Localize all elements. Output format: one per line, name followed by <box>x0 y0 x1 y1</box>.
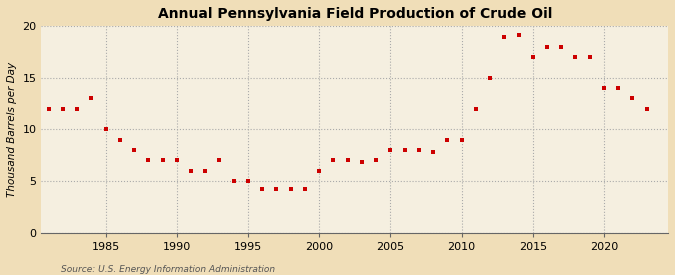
Point <box>470 107 481 111</box>
Point <box>513 32 524 37</box>
Point <box>186 169 196 173</box>
Point <box>100 127 111 132</box>
Point <box>485 76 495 80</box>
Y-axis label: Thousand Barrels per Day: Thousand Barrels per Day <box>7 62 17 197</box>
Point <box>256 187 267 191</box>
Point <box>328 158 339 163</box>
Point <box>442 138 453 142</box>
Point <box>499 34 510 39</box>
Point <box>641 107 652 111</box>
Point <box>129 148 140 152</box>
Point <box>157 158 168 163</box>
Point <box>286 187 296 191</box>
Point <box>242 179 253 183</box>
Point <box>541 45 552 49</box>
Point <box>271 187 282 191</box>
Point <box>385 148 396 152</box>
Point <box>613 86 624 90</box>
Point <box>342 158 353 163</box>
Point <box>570 55 581 59</box>
Point <box>43 107 54 111</box>
Point <box>214 158 225 163</box>
Point <box>72 107 82 111</box>
Point <box>556 45 566 49</box>
Point <box>228 179 239 183</box>
Point <box>599 86 610 90</box>
Point <box>585 55 595 59</box>
Point <box>314 169 325 173</box>
Point <box>356 160 367 165</box>
Point <box>57 107 68 111</box>
Point <box>527 55 538 59</box>
Point <box>399 148 410 152</box>
Point <box>200 169 211 173</box>
Point <box>428 150 439 154</box>
Point <box>171 158 182 163</box>
Point <box>456 138 467 142</box>
Point <box>414 148 425 152</box>
Point <box>300 187 310 191</box>
Title: Annual Pennsylvania Field Production of Crude Oil: Annual Pennsylvania Field Production of … <box>157 7 552 21</box>
Point <box>114 138 125 142</box>
Text: Source: U.S. Energy Information Administration: Source: U.S. Energy Information Administ… <box>61 265 275 274</box>
Point <box>371 158 381 163</box>
Point <box>86 96 97 101</box>
Point <box>143 158 154 163</box>
Point <box>627 96 638 101</box>
